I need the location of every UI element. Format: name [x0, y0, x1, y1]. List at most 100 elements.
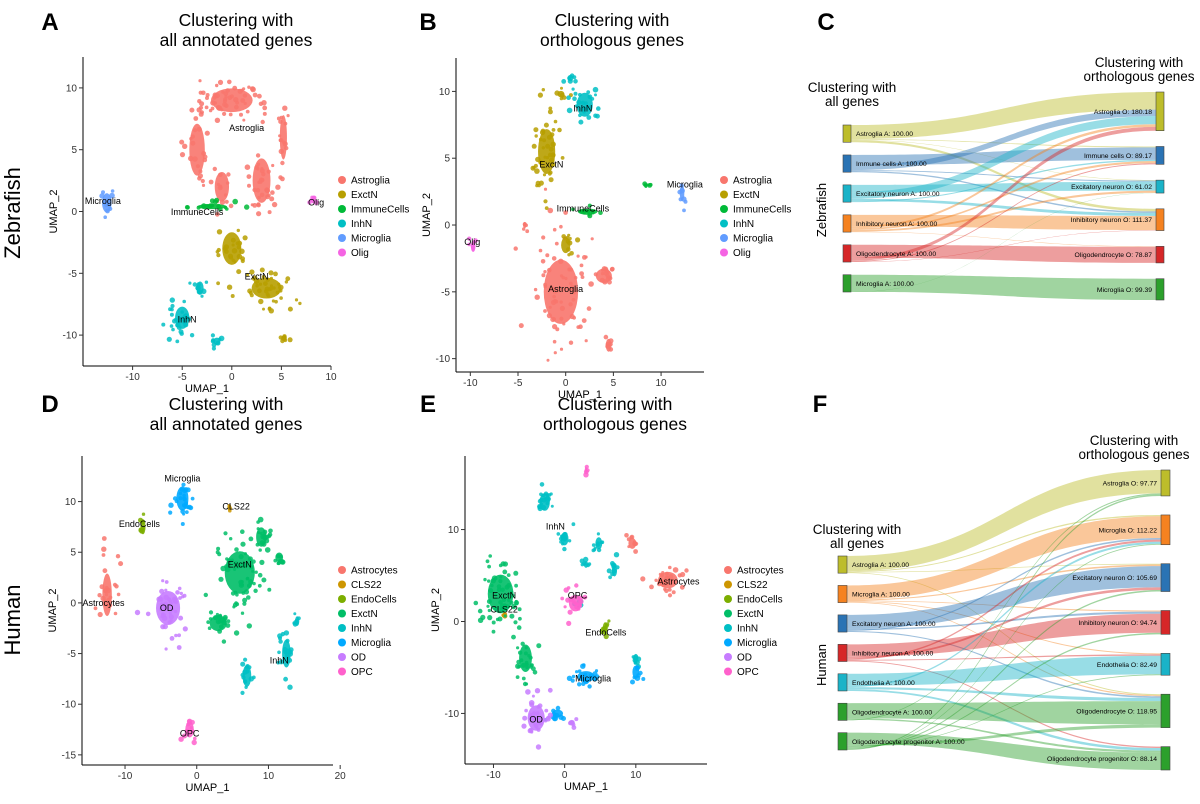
- data-point: [294, 298, 299, 302]
- series-opc: [560, 464, 590, 627]
- flow-band: [851, 126, 1156, 261]
- data-point: [284, 280, 289, 284]
- data-point: [278, 659, 284, 665]
- left-node-label: Endothelia A: 100.00: [852, 680, 915, 687]
- data-point: [199, 101, 205, 107]
- data-point: [239, 112, 243, 117]
- cluster-core: [577, 671, 595, 683]
- y-tick-label: -10: [63, 331, 78, 342]
- left-node-label-group: Microglia A: 100.00: [852, 592, 910, 599]
- cluster-core: [213, 337, 221, 345]
- data-point: [514, 583, 518, 588]
- data-point: [102, 568, 108, 574]
- cluster-core: [282, 639, 291, 668]
- cluster-core: [584, 467, 588, 473]
- data-point: [672, 567, 679, 573]
- cluster-label: CLS22: [222, 502, 250, 512]
- data-point: [571, 207, 575, 212]
- legend-label: Olig: [351, 248, 369, 259]
- x-axis-label: UMAP_1: [564, 781, 608, 793]
- data-point: [243, 657, 248, 662]
- scatter-points: [93, 482, 301, 746]
- flow-band: [851, 116, 1156, 199]
- data-point: [521, 676, 526, 681]
- data-point: [503, 614, 507, 618]
- left-node: [842, 154, 852, 173]
- data-point: [596, 106, 601, 111]
- data-point: [543, 199, 548, 204]
- legend-label: EndoCells: [737, 595, 783, 606]
- series-microglia: [677, 183, 688, 213]
- data-point: [262, 307, 265, 311]
- data-point: [567, 609, 573, 615]
- data-point: [546, 358, 550, 362]
- side-label: Zebrafish: [814, 183, 829, 237]
- legend-marker: [338, 176, 346, 184]
- right-node: [1160, 563, 1171, 592]
- data-point: [253, 588, 258, 593]
- legend-label: ExctN: [737, 609, 764, 620]
- cluster-core: [522, 221, 527, 229]
- data-point: [256, 211, 262, 217]
- data-point: [525, 689, 531, 695]
- data-point: [298, 301, 302, 306]
- data-point: [189, 107, 195, 113]
- legend-marker: [338, 624, 346, 632]
- data-point: [229, 537, 233, 541]
- chart-title-line-2: all annotated genes: [150, 414, 303, 434]
- series-immunecells: [184, 197, 250, 212]
- data-point: [175, 339, 180, 344]
- x-tick-label: 0: [194, 771, 200, 782]
- data-point: [573, 79, 578, 84]
- y-tick-label: 0: [71, 207, 77, 218]
- data-point: [250, 86, 255, 92]
- x-axis-label: UMAP_1: [185, 782, 229, 794]
- data-point: [211, 346, 216, 351]
- legend-label: Microglia: [351, 638, 391, 649]
- data-point: [586, 115, 592, 120]
- series-endocells: [599, 619, 611, 640]
- legend-marker: [724, 667, 732, 676]
- legend: Astroglia ExctN ImmuneCells InhN Microglia Ol…: [720, 176, 791, 259]
- y-tick-label: 5: [71, 145, 77, 156]
- data-point: [487, 564, 491, 569]
- left-node-label: Astroglia A: 100.00: [852, 562, 909, 569]
- data-point: [531, 694, 535, 698]
- x-axis-label: UMAP_1: [185, 383, 229, 395]
- data-point: [169, 297, 175, 303]
- data-point: [182, 626, 188, 632]
- y-tick-label: -10: [62, 700, 77, 711]
- data-point: [249, 293, 254, 298]
- data-point: [204, 280, 209, 284]
- cluster-core: [611, 565, 618, 577]
- chart-title-line-1: Clustering with: [179, 10, 294, 30]
- flow-band: [851, 231, 1156, 247]
- data-point: [164, 647, 168, 651]
- data-point: [557, 127, 562, 133]
- data-point: [563, 605, 567, 609]
- data-point: [254, 570, 258, 574]
- cluster-core: [185, 721, 194, 738]
- data-point: [245, 109, 250, 114]
- data-point: [270, 190, 275, 195]
- data-point: [534, 688, 541, 694]
- data-point: [169, 324, 174, 328]
- data-point: [287, 684, 293, 690]
- right-node: [1155, 278, 1165, 301]
- flow-band: [847, 631, 1161, 698]
- data-point: [240, 541, 246, 547]
- data-point: [533, 287, 538, 292]
- cluster-label: ExctN: [539, 160, 563, 170]
- data-point: [487, 615, 493, 621]
- data-point: [242, 118, 246, 122]
- chart-title-line-2: all annotated genes: [160, 30, 313, 50]
- legend-label: ImmuneCells: [351, 205, 409, 216]
- cluster-label: EndoCells: [585, 627, 627, 637]
- right-node: [1155, 208, 1165, 231]
- data-point: [260, 119, 265, 125]
- data-point: [548, 106, 553, 111]
- data-point: [570, 678, 575, 683]
- flow-band: [851, 192, 1156, 292]
- cluster-core: [251, 277, 282, 299]
